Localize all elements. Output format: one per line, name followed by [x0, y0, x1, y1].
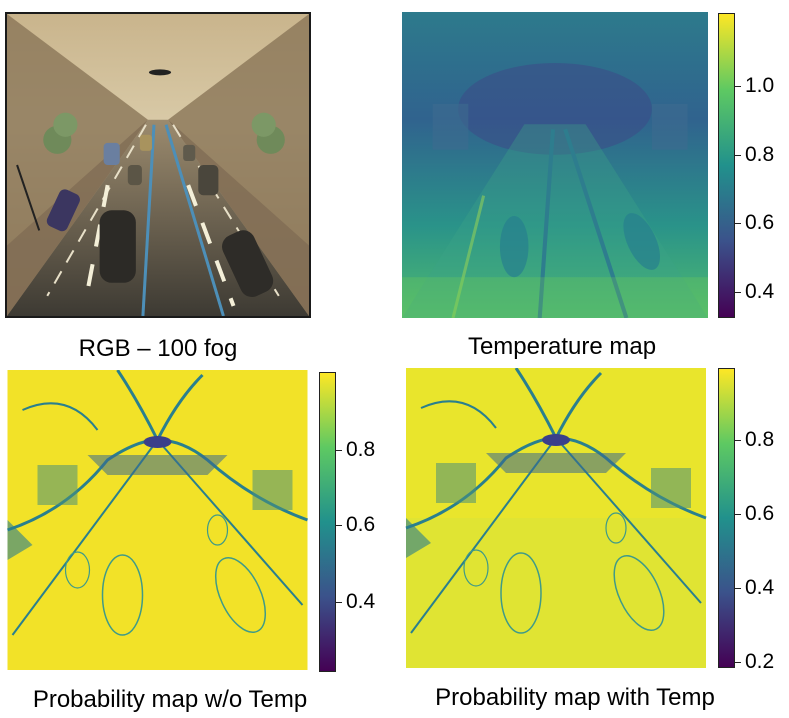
- temperature-tick-label-1: 1.0: [745, 74, 775, 97]
- probability-with-temp-drawing: [405, 368, 707, 668]
- temperature-tick-label-4: 0.4: [745, 280, 775, 303]
- probability-with-temp-tick-label-2: 0.6: [745, 502, 775, 525]
- temperature-tick-mark-4: [735, 292, 741, 293]
- probability-no-temp-drawing: [7, 370, 309, 670]
- rgb-caption: RGB – 100 fog: [78, 335, 238, 362]
- probability-map-with-temp-image: [405, 368, 707, 668]
- temperature-tick-mark-2: [735, 155, 741, 156]
- probability-no-temp-caption: Probability map w/o Temp: [32, 686, 308, 713]
- temperature-map-image: [402, 12, 708, 318]
- probability-no-temp-tick-label-1: 0.8: [346, 438, 376, 461]
- temperature-tick-mark-3: [735, 223, 741, 224]
- temperature-heatmap-drawing: [402, 12, 708, 318]
- rgb-scene-drawing: [7, 14, 309, 316]
- probability-with-temp-caption: Probability map with Temp: [435, 684, 715, 711]
- probability-no-temp-colorbar: [319, 372, 336, 672]
- rgb-fog-image: [5, 12, 311, 318]
- probability-no-temp-tick-mark-2: [336, 525, 342, 526]
- probability-no-temp-tick-mark-3: [336, 602, 342, 603]
- probability-map-without-temp-image: [6, 370, 309, 670]
- probability-with-temp-colorbar: [718, 368, 735, 668]
- probability-with-temp-tick-mark-4: [735, 662, 741, 663]
- probability-no-temp-tick-label-2: 0.6: [346, 513, 376, 536]
- temperature-tick-label-3: 0.6: [745, 211, 775, 234]
- probability-no-temp-tick-label-3: 0.4: [346, 590, 376, 613]
- probability-no-temp-tick-mark-1: [336, 450, 342, 451]
- probability-with-temp-tick-label-3: 0.4: [745, 576, 775, 599]
- temperature-tick-label-2: 0.8: [745, 143, 775, 166]
- temperature-colorbar: [718, 13, 735, 318]
- temperature-caption: Temperature map: [467, 333, 657, 360]
- probability-with-temp-tick-mark-2: [735, 514, 741, 515]
- temperature-tick-mark-1: [735, 86, 741, 87]
- probability-with-temp-tick-label-4: 0.2: [745, 650, 775, 673]
- probability-with-temp-tick-mark-3: [735, 588, 741, 589]
- probability-with-temp-tick-mark-1: [735, 440, 741, 441]
- probability-with-temp-tick-label-1: 0.8: [745, 428, 775, 451]
